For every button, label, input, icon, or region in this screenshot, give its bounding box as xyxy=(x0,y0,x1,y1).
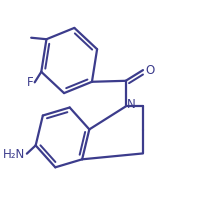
Text: H₂N: H₂N xyxy=(3,148,25,161)
Text: O: O xyxy=(145,64,155,77)
Text: F: F xyxy=(27,76,33,89)
Text: N: N xyxy=(127,98,135,111)
